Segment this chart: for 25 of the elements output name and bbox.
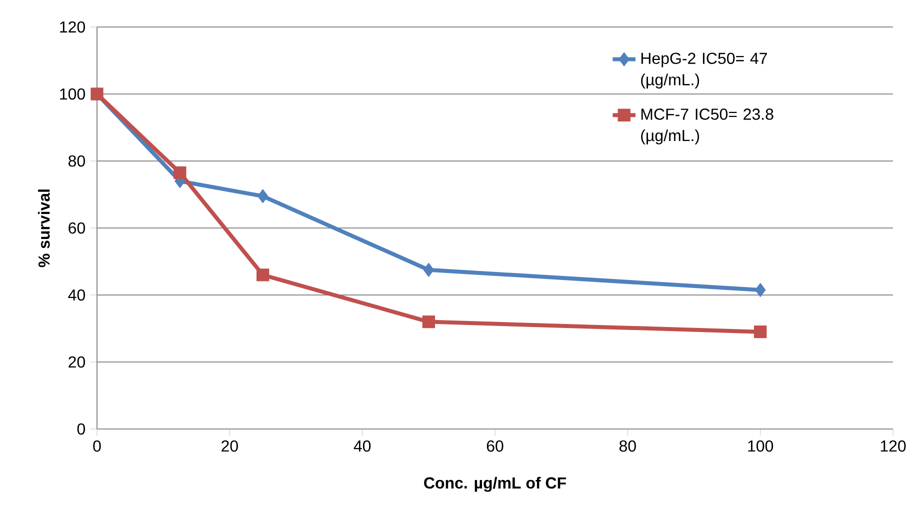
point [174, 166, 186, 180]
y-tick-label: 60 [68, 222, 85, 234]
point [423, 262, 434, 277]
y-axis-title: % survival [38, 190, 50, 268]
point [258, 189, 268, 204]
point [755, 282, 766, 297]
x-tick-label: 20 [222, 440, 238, 452]
y-tick-label: 40 [68, 289, 85, 301]
x-tick-label: 60 [486, 440, 504, 452]
y-tick-label: 100 [60, 88, 85, 100]
point [422, 315, 436, 328]
point [754, 326, 767, 338]
legend-label: HepG-2 IC50= 47 (µg/mL.) [641, 52, 767, 89]
x-tick-label: 100 [748, 440, 774, 452]
y-tick-label: 80 [68, 155, 85, 167]
legend-label: MCF-7 IC50= 23.8 (µg/mL.) [641, 108, 774, 144]
y-tick-label: 120 [60, 21, 85, 33]
x-tick-label: 120 [880, 440, 906, 452]
x-tick-label: 0 [93, 440, 101, 452]
y-tick-label: 0 [77, 423, 86, 435]
x-axis-title: Conc. µg/mL of CF [424, 476, 566, 492]
point [256, 268, 270, 282]
x-tick-label: 80 [619, 440, 636, 452]
y-tick-label: 20 [68, 356, 85, 368]
x-tick-label: 40 [354, 440, 371, 452]
